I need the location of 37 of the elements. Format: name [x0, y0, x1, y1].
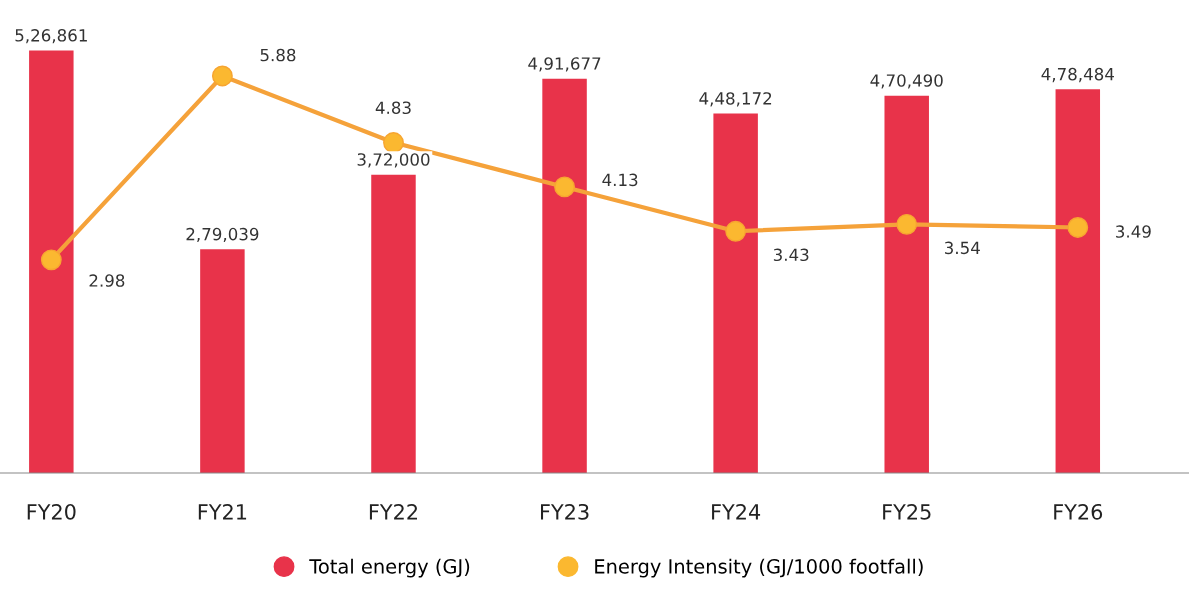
data-label: 4,91,677 [528, 57, 601, 72]
bar [29, 50, 74, 474]
data-label: 3.54 [944, 241, 980, 255]
point [896, 213, 918, 235]
bar [371, 174, 416, 474]
point [725, 220, 747, 242]
point [211, 65, 233, 87]
legend-label: Energy Intensity (GJ/1000 footfall) [595, 558, 923, 578]
data-label: 3,72,000 [357, 153, 430, 168]
data-label: 4,70,490 [870, 74, 943, 89]
data-label: 4.13 [602, 173, 638, 187]
point [554, 176, 575, 198]
bar [200, 249, 245, 474]
x-tick-label: FY22 [369, 503, 418, 520]
x-tick-label: FY26 [1054, 503, 1103, 520]
bar [1055, 89, 1101, 474]
x-tick-label: FY24 [712, 503, 761, 520]
data-label: 4,48,172 [699, 92, 772, 107]
data-label: 4,78,484 [1041, 67, 1114, 83]
data-label: 3.49 [1116, 225, 1151, 238]
bar [542, 78, 587, 474]
bar [884, 95, 929, 474]
data-label: 5.88 [260, 48, 296, 62]
legend-label: Total energy (GJ) [309, 558, 470, 578]
bar [713, 113, 758, 474]
data-label: 5,26,861 [15, 29, 87, 44]
data-label: 4.83 [375, 101, 411, 115]
data-label: 2.98 [89, 274, 125, 287]
point [40, 249, 62, 271]
x-tick-label: FY20 [27, 503, 76, 520]
x-tick-label: FY23 [541, 503, 589, 520]
data-label: 2,79,039 [186, 227, 259, 243]
data-label: 3.43 [773, 248, 809, 262]
x-tick-label: FY25 [883, 503, 931, 520]
point [1067, 217, 1089, 238]
x-tick-label: FY21 [198, 503, 247, 520]
point [383, 132, 404, 153]
